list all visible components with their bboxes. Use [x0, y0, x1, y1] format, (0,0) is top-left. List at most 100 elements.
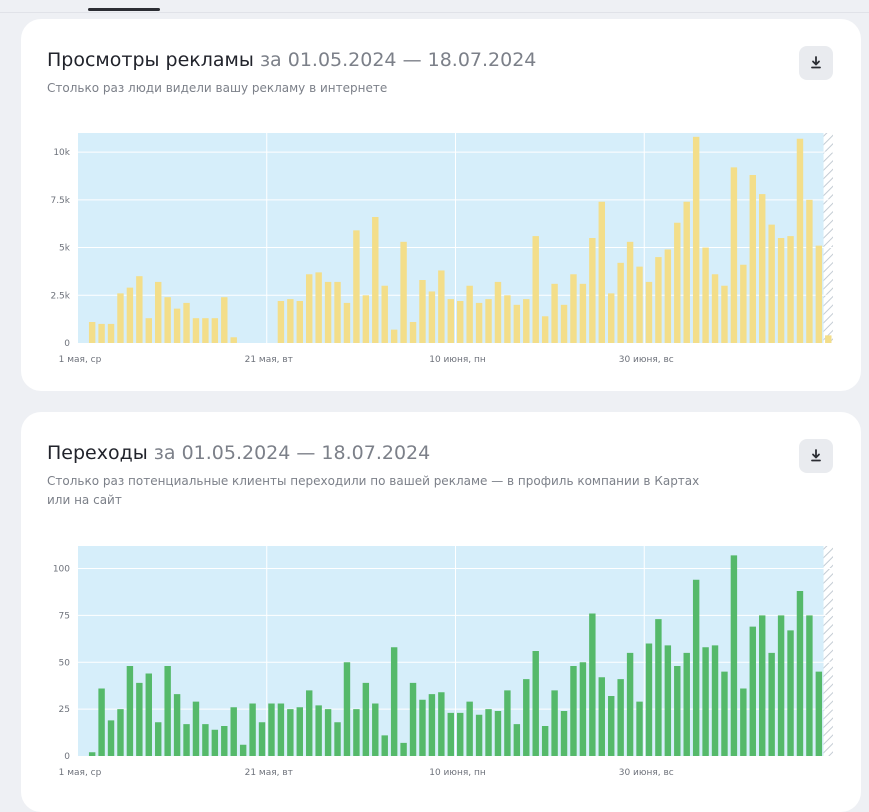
views-bar[interactable]	[787, 236, 794, 343]
clicks-bar[interactable]	[372, 703, 379, 757]
clicks-bar[interactable]	[626, 652, 634, 756]
clicks-bar[interactable]	[353, 709, 360, 756]
views-bar[interactable]	[768, 224, 775, 343]
clicks-bar[interactable]	[343, 662, 351, 756]
clicks-bar[interactable]	[239, 744, 247, 756]
clicks-bar[interactable]	[296, 707, 303, 756]
views-bar[interactable]	[409, 322, 417, 343]
views-bar[interactable]	[221, 297, 228, 343]
clicks-bar[interactable]	[674, 666, 681, 756]
views-bar[interactable]	[617, 262, 624, 343]
views-bar[interactable]	[626, 241, 634, 343]
clicks-bar[interactable]	[759, 615, 766, 756]
clicks-bar[interactable]	[655, 619, 662, 756]
views-bar[interactable]	[730, 167, 738, 343]
views-download-button[interactable]	[799, 46, 833, 80]
views-bar[interactable]	[608, 293, 615, 343]
clicks-bar[interactable]	[136, 682, 143, 756]
views-bar[interactable]	[664, 249, 672, 343]
views-bar[interactable]	[277, 301, 285, 343]
views-bar[interactable]	[183, 302, 190, 343]
clicks-bar[interactable]	[381, 735, 388, 756]
views-bar[interactable]	[419, 280, 426, 343]
views-bar[interactable]	[202, 318, 209, 343]
clicks-download-button[interactable]	[799, 439, 833, 473]
views-bar[interactable]	[390, 329, 398, 343]
clicks-bar[interactable]	[730, 555, 738, 756]
clicks-bar[interactable]	[315, 705, 322, 756]
clicks-bar[interactable]	[768, 652, 775, 756]
clicks-bar[interactable]	[466, 701, 473, 756]
views-bar[interactable]	[806, 199, 813, 343]
views-bar[interactable]	[164, 297, 171, 343]
clicks-bar[interactable]	[428, 694, 436, 756]
clicks-bar[interactable]	[438, 692, 445, 756]
clicks-bar[interactable]	[711, 645, 719, 756]
views-bar[interactable]	[192, 318, 200, 343]
views-bar[interactable]	[362, 295, 370, 343]
views-bar[interactable]	[825, 335, 832, 343]
clicks-bar[interactable]	[523, 679, 530, 756]
clicks-bar[interactable]	[88, 752, 96, 756]
views-bar[interactable]	[579, 283, 587, 343]
views-bar[interactable]	[173, 308, 181, 343]
views-bar[interactable]	[315, 272, 322, 343]
views-bar[interactable]	[287, 299, 294, 343]
views-bar[interactable]	[485, 299, 492, 343]
clicks-bar[interactable]	[513, 724, 521, 756]
clicks-bar[interactable]	[457, 712, 464, 756]
views-bar[interactable]	[560, 304, 568, 343]
clicks-bar[interactable]	[608, 696, 615, 756]
views-bar[interactable]	[438, 270, 445, 343]
views-bar[interactable]	[655, 257, 662, 343]
views-bar[interactable]	[136, 276, 143, 343]
clicks-bar[interactable]	[390, 647, 398, 756]
clicks-bar[interactable]	[475, 714, 483, 756]
views-bar[interactable]	[98, 323, 105, 343]
views-bar[interactable]	[211, 318, 219, 343]
clicks-bar[interactable]	[155, 722, 162, 756]
clicks-bar[interactable]	[796, 591, 804, 756]
clicks-bar[interactable]	[287, 709, 294, 756]
clicks-bar[interactable]	[645, 643, 653, 757]
clicks-bar[interactable]	[98, 688, 105, 757]
views-bar[interactable]	[353, 230, 360, 343]
clicks-bar[interactable]	[664, 645, 672, 756]
views-bar[interactable]	[674, 222, 681, 343]
clicks-bar[interactable]	[721, 671, 728, 756]
clicks-bar[interactable]	[334, 722, 341, 756]
views-bar[interactable]	[721, 285, 728, 343]
views-bar[interactable]	[692, 136, 700, 343]
clicks-bar[interactable]	[541, 726, 549, 756]
views-bar[interactable]	[155, 281, 162, 343]
views-bar[interactable]	[475, 302, 483, 343]
views-bar[interactable]	[447, 299, 454, 343]
clicks-bar[interactable]	[409, 682, 417, 756]
clicks-bar[interactable]	[362, 682, 370, 756]
views-bar[interactable]	[777, 238, 785, 343]
views-bar[interactable]	[523, 299, 530, 343]
clicks-bar[interactable]	[749, 626, 756, 756]
clicks-bar[interactable]	[164, 666, 171, 756]
views-bar[interactable]	[494, 281, 502, 343]
views-bar[interactable]	[88, 322, 96, 343]
clicks-bar[interactable]	[173, 694, 181, 756]
views-bar[interactable]	[400, 241, 407, 343]
views-bar[interactable]	[306, 274, 313, 343]
views-bar[interactable]	[749, 175, 756, 343]
views-bar[interactable]	[796, 138, 804, 343]
views-bar[interactable]	[334, 281, 341, 343]
clicks-bar[interactable]	[447, 712, 454, 756]
clicks-bar[interactable]	[400, 742, 407, 756]
views-bar[interactable]	[598, 201, 605, 343]
clicks-bar[interactable]	[504, 690, 511, 756]
clicks-bar[interactable]	[617, 679, 624, 756]
views-bar[interactable]	[589, 238, 596, 343]
clicks-bar[interactable]	[702, 647, 709, 756]
clicks-bar[interactable]	[202, 724, 209, 756]
clicks-bar[interactable]	[692, 579, 700, 756]
clicks-bar[interactable]	[230, 707, 237, 756]
views-bar[interactable]	[815, 245, 823, 343]
views-bar[interactable]	[532, 236, 539, 343]
views-bar[interactable]	[740, 264, 747, 343]
